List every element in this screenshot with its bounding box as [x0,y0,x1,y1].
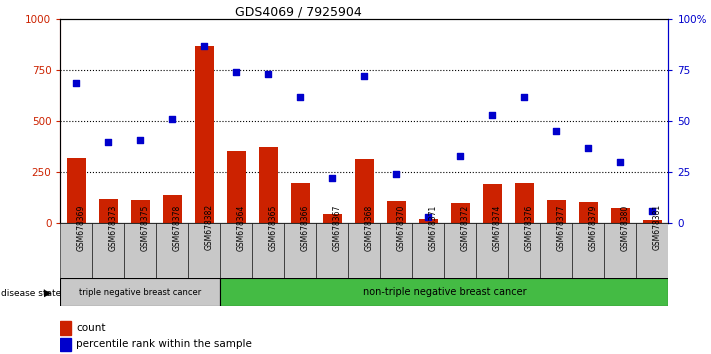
Text: percentile rank within the sample: percentile rank within the sample [76,339,252,349]
Point [262,72,274,77]
Bar [163,195,182,223]
Bar [540,223,572,278]
Bar [316,223,348,278]
Bar [355,159,374,223]
Bar [643,220,662,223]
Bar [412,223,444,278]
Text: GSM678373: GSM678373 [109,204,117,251]
Bar [284,223,316,278]
Point [198,43,210,49]
Bar [99,199,118,223]
Text: GSM678365: GSM678365 [268,204,277,251]
Text: triple negative breast cancer: triple negative breast cancer [80,287,201,297]
Bar [92,223,124,278]
Bar [60,321,71,335]
Point [103,139,114,144]
Bar [131,200,150,223]
Bar [515,183,534,223]
Bar [451,202,470,223]
Text: GSM678380: GSM678380 [620,204,629,251]
Text: GSM678374: GSM678374 [492,204,501,251]
Bar [547,200,566,223]
Bar [156,223,188,278]
Bar [380,223,412,278]
Bar [227,151,246,223]
Text: GSM678366: GSM678366 [300,204,309,251]
Bar [291,183,310,223]
Bar [419,219,438,223]
Bar [220,223,252,278]
Point [391,171,402,177]
Bar [60,223,92,278]
Text: GSM678371: GSM678371 [428,204,437,251]
Text: GSM678382: GSM678382 [205,204,213,251]
Text: GSM678381: GSM678381 [653,204,661,251]
Text: GSM678372: GSM678372 [461,204,469,251]
Point [455,153,466,159]
Text: GSM678375: GSM678375 [141,204,149,251]
Bar [444,223,476,278]
Bar [195,46,214,223]
Text: GSM678369: GSM678369 [77,204,85,251]
Point [550,129,562,134]
Point [135,137,146,142]
Bar [508,223,540,278]
Text: GSM678364: GSM678364 [236,204,245,251]
Point [358,74,370,79]
Point [166,116,178,122]
Text: GSM678367: GSM678367 [332,204,341,251]
Bar [60,278,220,306]
Point [294,94,306,100]
Bar [572,223,604,278]
Bar [220,278,668,306]
Bar [252,223,284,278]
Text: non-triple negative breast cancer: non-triple negative breast cancer [363,287,526,297]
Text: GDS4069 / 7925904: GDS4069 / 7925904 [235,5,362,18]
Text: GSM678376: GSM678376 [524,204,533,251]
Text: GSM678370: GSM678370 [397,204,405,251]
Point [614,159,626,165]
Bar [611,208,630,223]
Bar [387,201,406,223]
Point [647,208,658,214]
Text: count: count [76,323,106,333]
Bar [323,214,342,223]
Text: disease state: disease state [1,289,61,298]
Bar [259,147,278,223]
Point [486,112,498,118]
Bar [188,223,220,278]
Bar [67,158,86,223]
Bar [124,223,156,278]
Text: GSM678379: GSM678379 [589,204,597,251]
Bar [579,202,598,223]
Text: GSM678377: GSM678377 [556,204,565,251]
Point [326,176,338,181]
Bar [483,184,502,223]
Bar [604,223,636,278]
Bar [348,223,380,278]
Text: GSM678368: GSM678368 [364,204,373,251]
Bar [636,223,668,278]
Bar [60,338,71,351]
Point [71,80,82,85]
Point [422,214,434,220]
Text: GSM678378: GSM678378 [172,204,181,251]
Bar [476,223,508,278]
Point [230,70,242,75]
Point [583,145,594,150]
Point [518,94,530,100]
Text: ▶: ▶ [43,288,51,298]
